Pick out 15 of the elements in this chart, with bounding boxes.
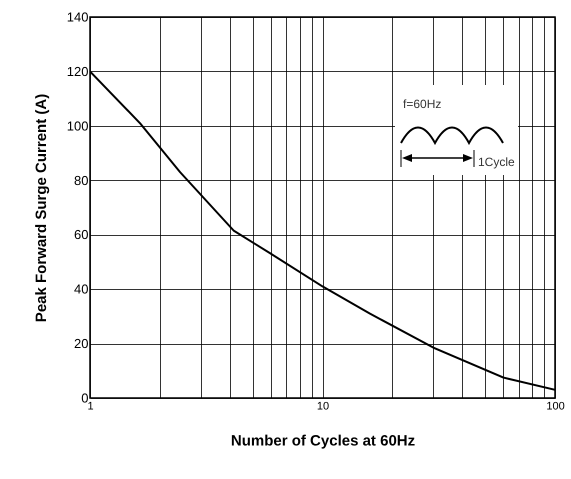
x-tick-label: 100 [546,400,565,412]
y-tick-label: 120 [66,64,88,79]
y-tick-label: 40 [74,282,88,297]
y-tick-label: 0 [81,390,88,406]
x-axis-title: Number of Cycles at 60Hz [230,432,416,450]
annotation: f=60Hz [403,97,442,111]
y-tick-label: 20 [74,336,88,352]
x-tick-label: 1 [87,400,94,412]
x-tick-label: 10 [316,400,330,412]
annotation: 1Cycle [478,155,516,169]
y-tick-label: 140 [66,10,88,24]
y-tick-label: 80 [74,172,88,188]
y-axis-title: Peak Forward Surge Current (A) [32,94,50,322]
y-tick-label: 100 [66,118,88,134]
y-tick-label: 60 [74,227,88,242]
